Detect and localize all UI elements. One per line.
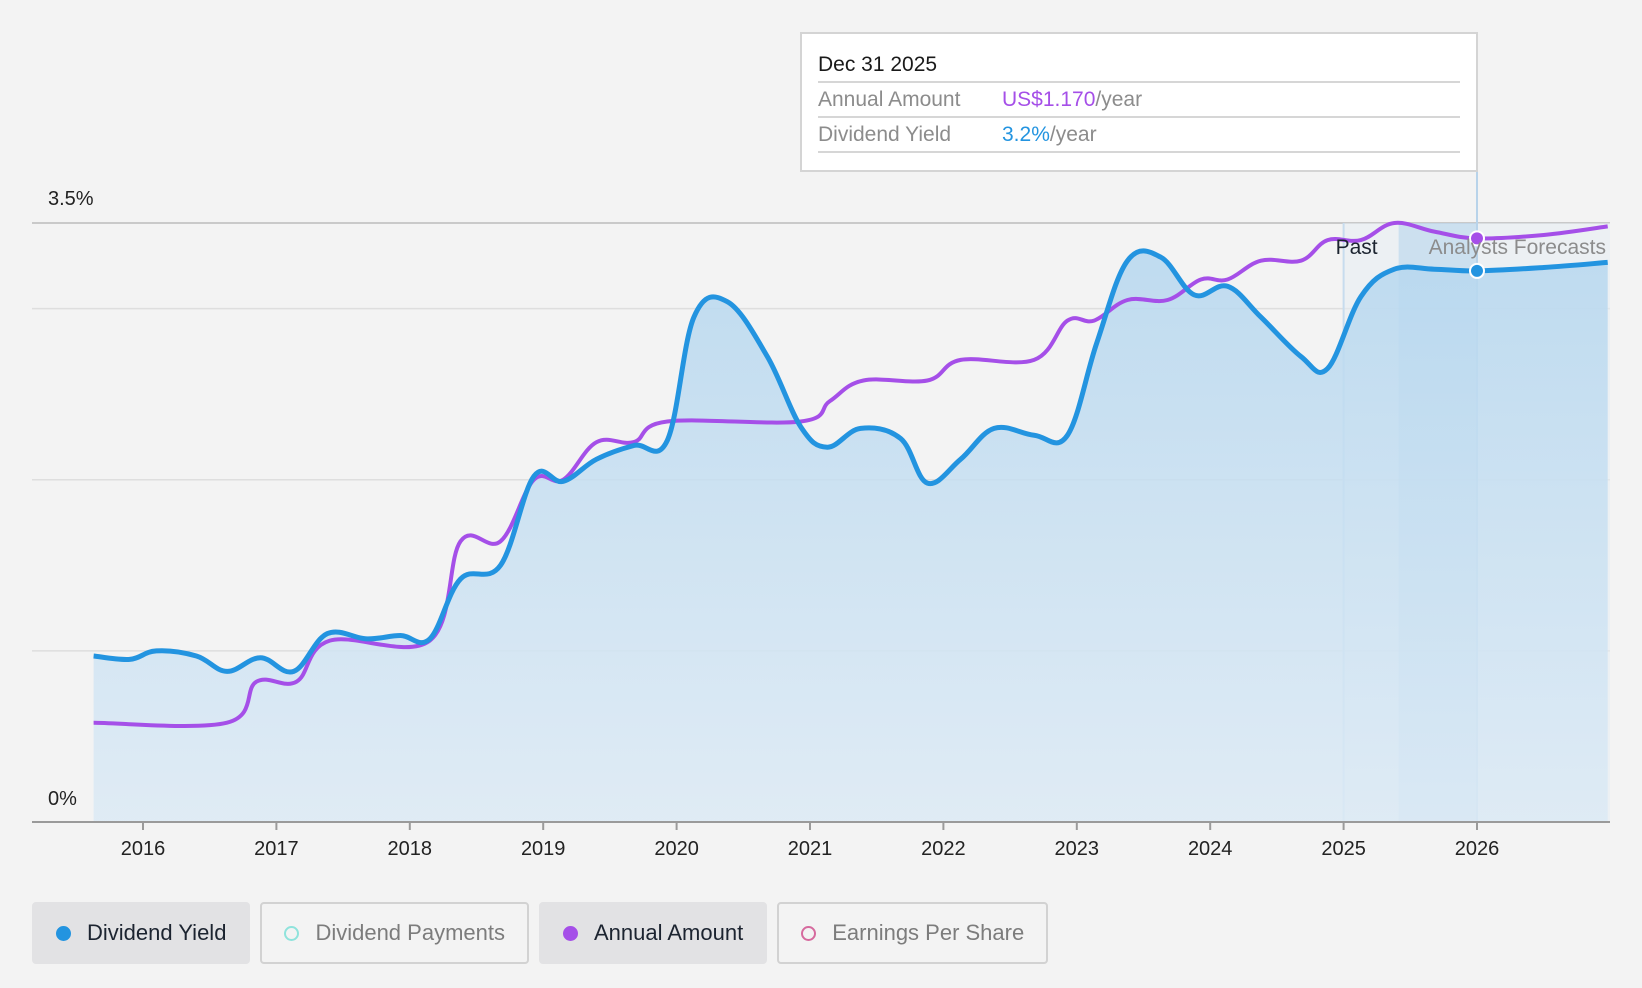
analysts-forecasts-label: Analysts Forecasts — [1429, 236, 1606, 259]
x-axis: 2016 2017 2018 2019 2020 2021 2022 2023 2024 2025… — [32, 821, 1610, 860]
tooltip-unit: /year — [1049, 123, 1097, 146]
x-tick-label: 2016 — [121, 838, 166, 860]
tooltip-label: Annual Amount — [818, 88, 961, 111]
x-tick-label: 2021 — [788, 838, 833, 860]
chart-tooltip: Dec 31 2025 Annual Amount US$1.170 /year… — [800, 32, 1478, 172]
y-tick-label-top: 3.5% — [48, 188, 94, 210]
tooltip-date: Dec 31 2025 — [818, 48, 1460, 83]
x-tick-label: 2022 — [921, 838, 966, 860]
past-label: Past — [1336, 236, 1378, 259]
x-tick-label: 2026 — [1455, 838, 1500, 860]
chart-legend: Dividend Yield Dividend Payments Annual … — [32, 902, 1049, 964]
annual-amount-dot-icon — [562, 925, 578, 941]
dividend-payments-ring-icon — [284, 925, 300, 941]
earnings-per-share-ring-icon — [801, 925, 817, 941]
legend-dividend-yield-button[interactable]: Dividend Yield — [32, 902, 251, 964]
legend-dividend-payments-button[interactable]: Dividend Payments — [260, 902, 529, 964]
x-tick-label: 2017 — [254, 838, 299, 860]
tooltip-row-annual-amount: Annual Amount US$1.170 /year — [818, 83, 1460, 118]
tooltip-row-dividend-yield: Dividend Yield 3.2% /year — [818, 118, 1460, 153]
dividend-yield-current-point — [1469, 262, 1485, 279]
series-lines — [93, 220, 1608, 728]
yield-area — [93, 250, 1608, 822]
chart-labels: 3.5% 0% Past Analysts Forecasts — [48, 188, 1606, 810]
dividend-chart: 2016 2017 2018 2019 2020 2021 2022 2023 2024 2025… — [32, 172, 1610, 860]
tooltip-label: Dividend Yield — [818, 123, 952, 146]
legend-annual-amount-button[interactable]: Annual Amount — [538, 902, 768, 964]
x-tick-label: 2019 — [521, 838, 566, 860]
dividend-yield-dot-icon — [56, 925, 71, 941]
legend-label: Dividend Yield — [87, 920, 227, 945]
x-tick-label: 2025 — [1321, 838, 1366, 860]
legend-label: Dividend Payments — [315, 920, 505, 945]
legend-earnings-per-share-button[interactable]: Earnings Per Share — [777, 902, 1049, 964]
tooltip-value-dividend-yield: 3.2% — [1002, 123, 1050, 146]
legend-label: Earnings Per Share — [832, 920, 1025, 945]
annual-amount-current-point — [1469, 230, 1485, 247]
y-tick-label-zero: 0% — [48, 788, 77, 810]
dividend-yield-line — [93, 248, 1608, 675]
dividend-yield-area — [93, 250, 1608, 822]
tooltip-value-annual-amount: US$1.170 — [1002, 88, 1096, 111]
x-tick-label: 2023 — [1055, 838, 1100, 860]
tooltip-unit: /year — [1095, 88, 1143, 111]
x-tick-label: 2018 — [388, 838, 433, 860]
x-tick-label: 2020 — [654, 838, 699, 860]
x-tick-label: 2024 — [1188, 838, 1233, 860]
legend-label: Annual Amount — [593, 920, 744, 945]
